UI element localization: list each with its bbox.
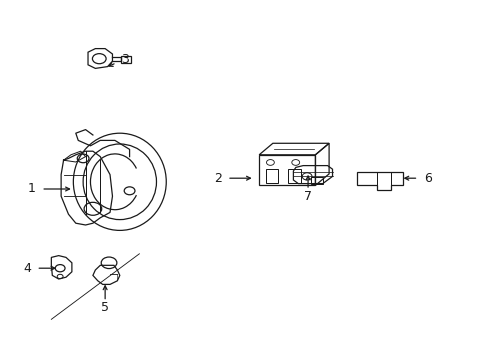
Text: 5: 5 — [101, 301, 109, 314]
Text: 7: 7 — [304, 190, 311, 203]
Bar — [310, 177, 322, 184]
Text: 6: 6 — [423, 172, 431, 185]
Text: 1: 1 — [28, 183, 36, 195]
Text: 4: 4 — [23, 262, 31, 275]
Text: 3: 3 — [121, 53, 128, 66]
Bar — [121, 56, 130, 63]
Bar — [265, 169, 278, 183]
Bar — [288, 169, 300, 183]
Text: 2: 2 — [213, 172, 221, 185]
